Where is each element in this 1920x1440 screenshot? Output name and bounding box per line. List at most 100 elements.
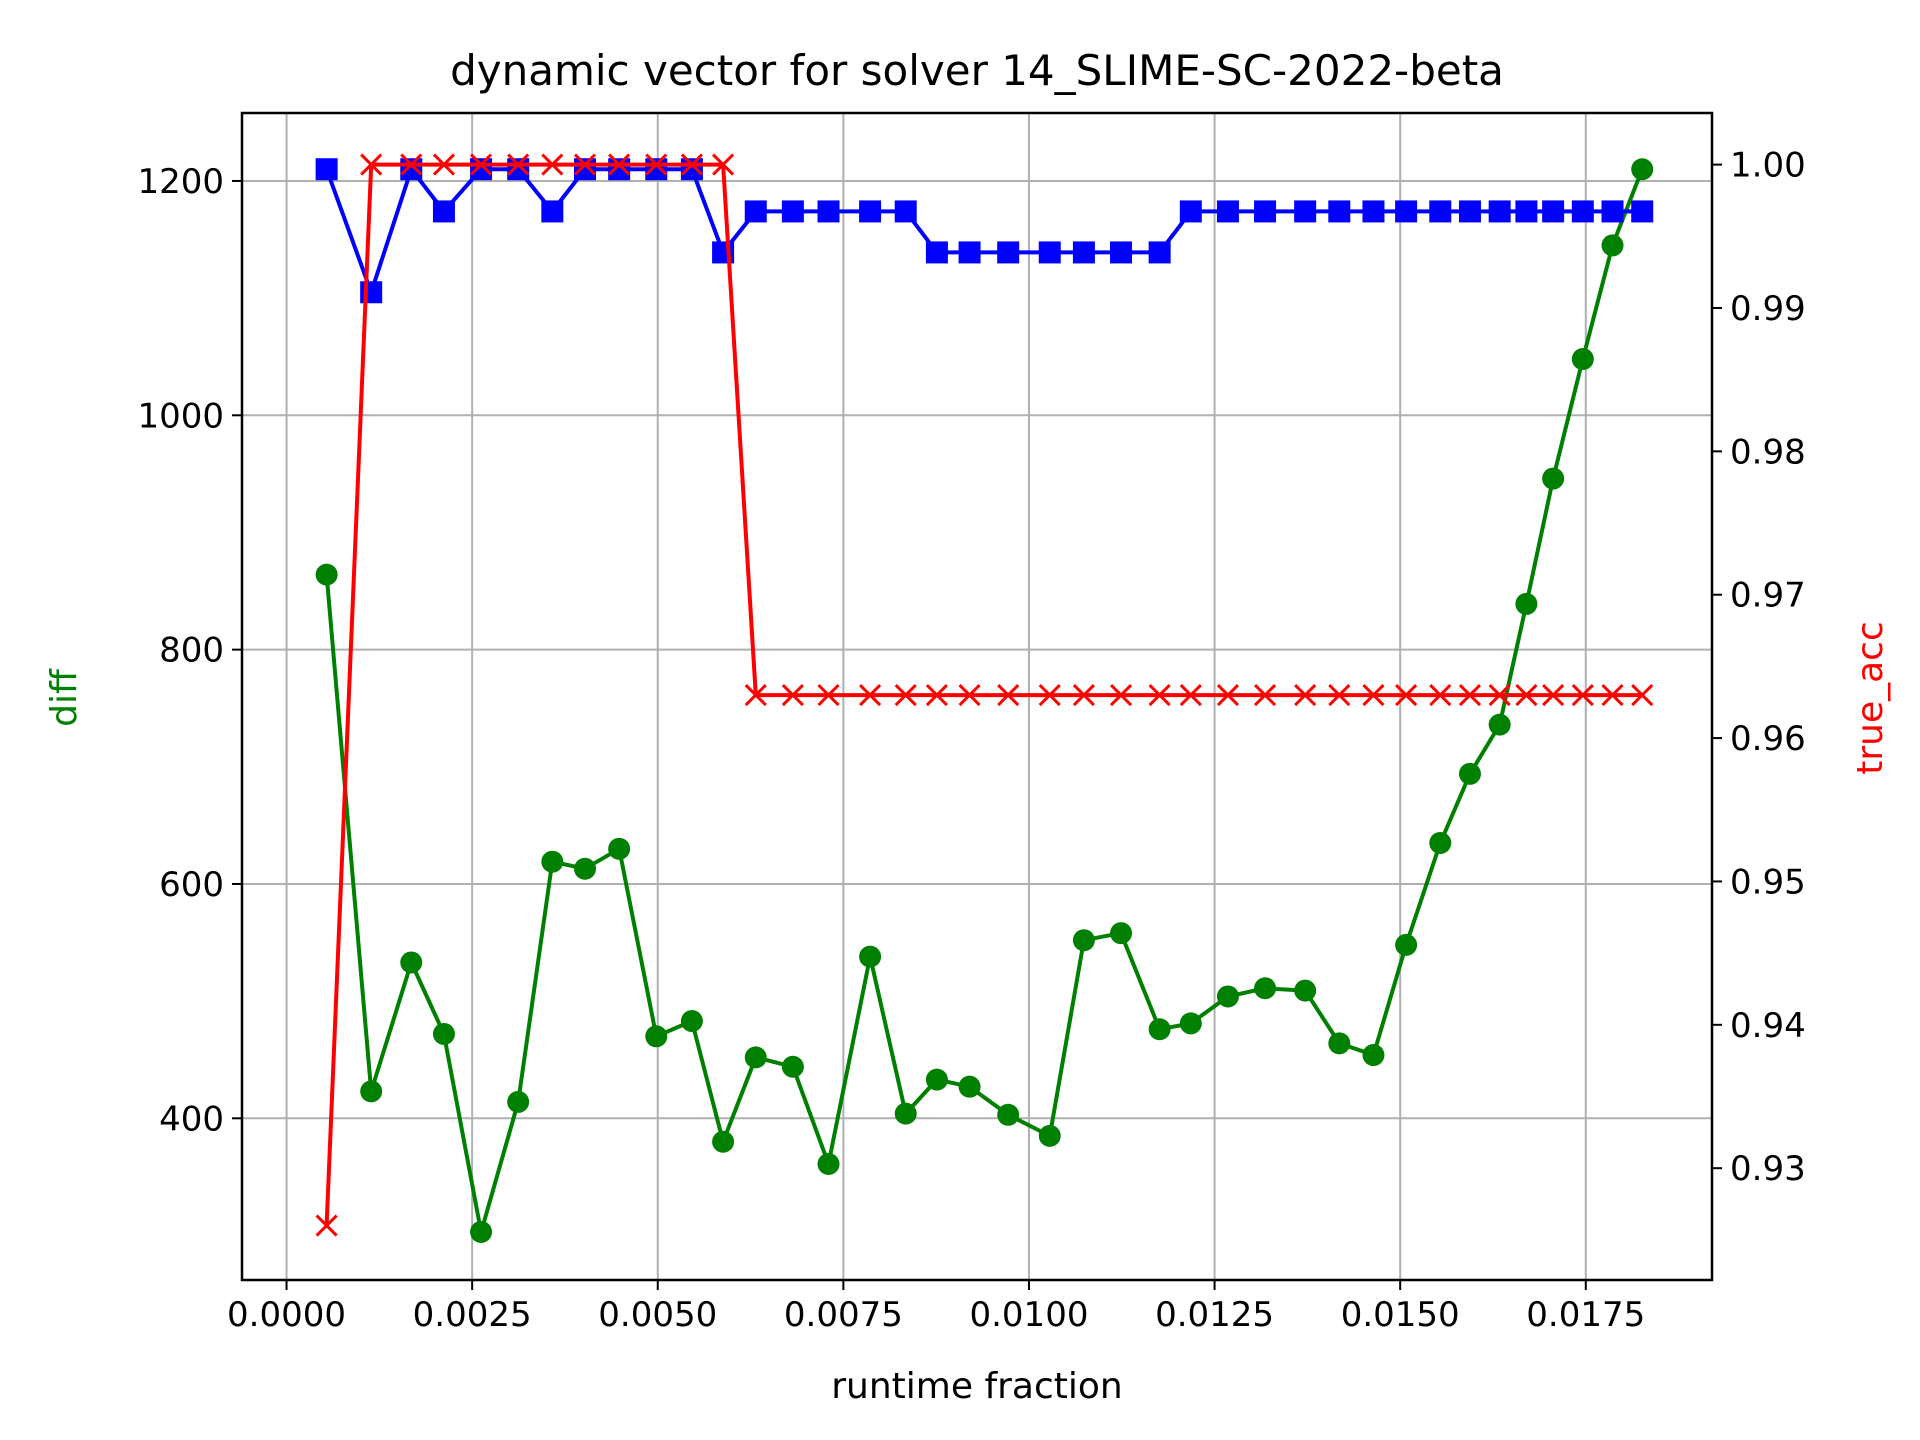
data-point (1515, 200, 1538, 223)
data-point (958, 241, 981, 264)
left-y-axis-ticks: 400 600 800 1000 1200 (137, 162, 242, 1139)
data-point (360, 1080, 383, 1103)
data-point (1542, 467, 1565, 490)
data-point (1148, 241, 1171, 264)
data-point (680, 1010, 703, 1033)
data-point (1148, 1018, 1171, 1041)
x-tick-label: 0.0150 (1341, 1295, 1460, 1335)
data-point (432, 153, 455, 176)
data-point (1488, 684, 1511, 707)
data-point (541, 200, 564, 223)
data-point (1072, 929, 1095, 952)
data-point (1110, 922, 1133, 945)
data-point (1072, 241, 1095, 264)
diff-series (315, 158, 1654, 1243)
data-point (1328, 684, 1351, 707)
data-point (470, 158, 493, 181)
data-point (1542, 684, 1565, 707)
data-point (1038, 1124, 1061, 1147)
data-point (925, 241, 948, 264)
data-point (894, 200, 917, 223)
data-point (315, 1214, 338, 1237)
data-point (574, 857, 596, 880)
right-y-axis-title: true_acc (1850, 621, 1891, 775)
data-point (1362, 200, 1385, 223)
data-point (1395, 933, 1418, 956)
x-tick-label: 0.0000 (227, 1295, 346, 1335)
data-point (894, 684, 917, 707)
data-point (541, 850, 564, 873)
right-y-tick-label: 0.97 (1730, 576, 1806, 616)
data-point (1328, 1032, 1351, 1055)
data-point (997, 684, 1020, 707)
data-point (400, 951, 423, 974)
right-y-tick-label: 0.99 (1730, 289, 1806, 329)
data-point (1631, 158, 1654, 181)
data-point (1571, 348, 1594, 371)
data-point (859, 684, 882, 707)
data-point (1458, 684, 1482, 707)
right-y-tick-label: 1.00 (1730, 146, 1806, 186)
data-point (859, 945, 882, 968)
data-point (1110, 241, 1133, 264)
data-point (1515, 592, 1538, 615)
data-point (1395, 684, 1418, 707)
data-point (1429, 684, 1452, 707)
data-point (1294, 979, 1317, 1002)
right-y-axis-ticks: 0.93 0.94 0.95 0.96 0.97 0.98 0.99 1.00 (1712, 146, 1806, 1189)
grid-lines (242, 113, 1712, 1280)
left-y-tick-label: 800 (159, 631, 224, 671)
data-point (817, 684, 840, 707)
data-point (470, 153, 493, 176)
right-y-tick-label: 0.96 (1730, 719, 1806, 759)
data-point (507, 158, 530, 181)
data-point (859, 200, 882, 223)
data-point (1216, 684, 1240, 707)
data-point (744, 1046, 767, 1069)
data-point (1216, 985, 1239, 1008)
data-point (680, 153, 703, 176)
right-y-tick-label: 0.94 (1730, 1006, 1806, 1046)
data-point (470, 1220, 493, 1243)
data-point (574, 158, 596, 181)
data-point (1601, 234, 1624, 257)
data-point (1179, 1012, 1202, 1035)
plot-frame (240, 111, 1714, 1282)
data-point (1362, 1044, 1385, 1067)
left-y-axis-title: diff (44, 668, 85, 727)
data-point (360, 153, 383, 176)
data-point (507, 1090, 530, 1113)
x-tick-label: 0.0175 (1526, 1295, 1645, 1335)
series-layer (315, 153, 1654, 1243)
data-point (1072, 684, 1095, 707)
data-point (1601, 200, 1624, 223)
data-point (573, 153, 597, 176)
data-point (432, 200, 455, 223)
x-tick-label: 0.0100 (969, 1295, 1088, 1335)
data-point (645, 158, 668, 181)
data-point (315, 158, 338, 181)
data-point (1631, 200, 1654, 223)
data-point (608, 837, 631, 860)
data-point (608, 153, 631, 176)
data-point (507, 153, 530, 176)
data-point (744, 684, 767, 707)
left-y-tick-label: 1200 (137, 162, 224, 202)
left-y-tick-label: 600 (159, 865, 224, 905)
data-point (997, 1103, 1020, 1126)
data-point (1395, 200, 1418, 223)
data-point (608, 158, 631, 181)
data-point (1294, 684, 1317, 707)
data-point (781, 1055, 804, 1078)
data-point (1254, 200, 1277, 223)
left-y-tick-label: 400 (159, 1099, 224, 1139)
data-point (1488, 713, 1511, 736)
data-point (315, 563, 338, 586)
data-point (1429, 831, 1452, 854)
x-axis-title: runtime fraction (831, 1366, 1123, 1407)
data-point (744, 200, 767, 223)
x-tick-label: 0.0050 (598, 1295, 717, 1335)
data-point (1601, 684, 1624, 707)
data-point (1179, 684, 1202, 707)
